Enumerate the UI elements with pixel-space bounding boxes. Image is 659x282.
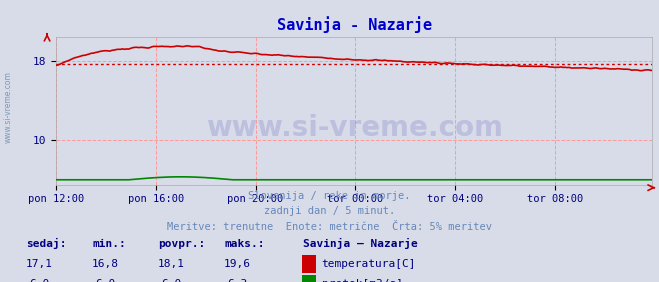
Text: sedaj:: sedaj: [26, 238, 67, 249]
Text: temperatura[C]: temperatura[C] [322, 259, 416, 269]
Text: Slovenija / reke in morje.: Slovenija / reke in morje. [248, 191, 411, 201]
Text: 6,3: 6,3 [227, 279, 247, 282]
Text: Meritve: trenutne  Enote: metrične  Črta: 5% meritev: Meritve: trenutne Enote: metrične Črta: … [167, 222, 492, 232]
Text: zadnji dan / 5 minut.: zadnji dan / 5 minut. [264, 206, 395, 216]
Text: 6,0: 6,0 [161, 279, 181, 282]
Text: min.:: min.: [92, 239, 126, 249]
Text: maks.:: maks.: [224, 239, 264, 249]
Title: Savinja - Nazarje: Savinja - Nazarje [277, 16, 432, 33]
Text: 19,6: 19,6 [224, 259, 250, 269]
Text: 6,0: 6,0 [96, 279, 115, 282]
Text: 16,8: 16,8 [92, 259, 119, 269]
Text: www.si-vreme.com: www.si-vreme.com [3, 71, 13, 143]
Text: 18,1: 18,1 [158, 259, 185, 269]
Text: pretok[m3/s]: pretok[m3/s] [322, 279, 403, 282]
Text: 6,0: 6,0 [30, 279, 49, 282]
Text: www.si-vreme.com: www.si-vreme.com [206, 114, 503, 142]
Text: 17,1: 17,1 [26, 259, 53, 269]
Text: povpr.:: povpr.: [158, 239, 206, 249]
Text: Savinja – Nazarje: Savinja – Nazarje [303, 238, 418, 249]
